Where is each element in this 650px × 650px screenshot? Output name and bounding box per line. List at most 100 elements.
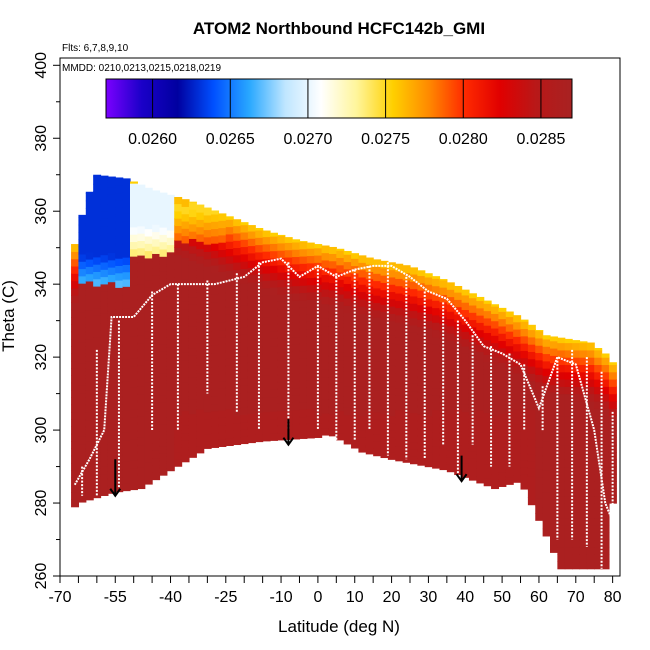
heatmap-cell bbox=[225, 335, 234, 344]
heatmap-cell bbox=[247, 391, 256, 400]
heatmap-cell bbox=[608, 362, 617, 366]
heatmap-cell bbox=[137, 393, 146, 402]
heatmap-cell bbox=[328, 282, 337, 291]
heatmap-cell bbox=[564, 349, 573, 358]
y-tick-label: 400 bbox=[33, 52, 50, 79]
heatmap-cell bbox=[188, 201, 197, 210]
heatmap-cell bbox=[498, 376, 507, 385]
heatmap-cell bbox=[100, 269, 109, 278]
heatmap-cell bbox=[144, 418, 153, 427]
heatmap-cell bbox=[557, 393, 566, 402]
heatmap-cell bbox=[218, 358, 227, 367]
heatmap-cell bbox=[181, 366, 190, 375]
heatmap-cell bbox=[203, 229, 212, 238]
heatmap-cell bbox=[491, 393, 500, 402]
heatmap-cell bbox=[520, 437, 529, 446]
heatmap-cell bbox=[380, 340, 389, 349]
heatmap-cell bbox=[262, 389, 271, 398]
heatmap-cell bbox=[284, 373, 293, 382]
heatmap-cell bbox=[137, 437, 146, 446]
heatmap-cell bbox=[365, 257, 374, 265]
heatmap-cell bbox=[557, 364, 566, 373]
heatmap-cell bbox=[586, 524, 595, 533]
heatmap-cell bbox=[572, 503, 581, 511]
heatmap-cell bbox=[152, 377, 161, 386]
heatmap-cell bbox=[579, 524, 588, 533]
heatmap-cell bbox=[144, 257, 153, 266]
heatmap-cell bbox=[196, 409, 205, 417]
heatmap-cell bbox=[225, 372, 234, 381]
heatmap-cell bbox=[107, 420, 116, 429]
heatmap-cell bbox=[579, 481, 588, 490]
heatmap-cell bbox=[225, 284, 234, 293]
heatmap-cell bbox=[255, 383, 264, 392]
heatmap-cell bbox=[240, 399, 249, 408]
heatmap-cell bbox=[579, 408, 588, 417]
heatmap-cell bbox=[328, 340, 337, 349]
heatmap-cell bbox=[107, 245, 116, 254]
heatmap-cell bbox=[402, 454, 411, 463]
x-tick-label: 50 bbox=[493, 589, 511, 606]
heatmap-cell bbox=[306, 430, 315, 439]
heatmap-cell bbox=[557, 488, 566, 497]
heatmap-cell bbox=[550, 523, 558, 532]
heatmap-cell bbox=[122, 337, 131, 346]
heatmap-cell bbox=[218, 271, 227, 280]
heatmap-cell bbox=[130, 453, 138, 461]
heatmap-cell bbox=[284, 366, 293, 375]
heatmap-cell bbox=[417, 399, 426, 408]
heatmap-cell bbox=[321, 391, 330, 400]
heatmap-cell bbox=[218, 307, 227, 316]
heatmap-cell bbox=[483, 347, 492, 355]
heatmap-cell bbox=[270, 403, 278, 412]
heatmap-cell bbox=[468, 297, 477, 306]
heatmap-cell bbox=[144, 403, 153, 412]
heatmap-cell bbox=[601, 430, 610, 438]
heatmap-cell bbox=[343, 414, 352, 423]
flights-note: Flts: 6,7,8,9,10 bbox=[62, 43, 129, 54]
heatmap-cell bbox=[137, 211, 146, 220]
heatmap-cell bbox=[270, 279, 278, 288]
heatmap-cell bbox=[137, 466, 146, 475]
heatmap-cell bbox=[211, 257, 220, 266]
heatmap-cell bbox=[270, 433, 278, 441]
heatmap-cell bbox=[299, 307, 308, 315]
heatmap-cell bbox=[527, 460, 536, 469]
heatmap-cell bbox=[328, 348, 337, 357]
heatmap-cell bbox=[542, 470, 551, 479]
heatmap-cell bbox=[373, 259, 382, 267]
heatmap-cell bbox=[564, 524, 573, 533]
heatmap-cell bbox=[130, 350, 138, 359]
heatmap-cell bbox=[343, 349, 352, 357]
heatmap-cell bbox=[454, 285, 463, 293]
heatmap-cell bbox=[144, 265, 153, 274]
heatmap-cell bbox=[439, 462, 448, 471]
heatmap-cell bbox=[225, 379, 234, 388]
heatmap-cell bbox=[130, 482, 138, 491]
heatmap-cell bbox=[130, 401, 138, 410]
heatmap-cell bbox=[188, 347, 197, 356]
heatmap-cell bbox=[122, 417, 131, 426]
heatmap-cell bbox=[454, 452, 463, 461]
heatmap-cell bbox=[306, 328, 315, 337]
heatmap-cell bbox=[85, 346, 94, 355]
heatmap-cell bbox=[535, 388, 544, 397]
heatmap-cell bbox=[476, 439, 485, 447]
heatmap-cell bbox=[130, 394, 138, 403]
heatmap-cell bbox=[115, 192, 124, 201]
heatmap-cell bbox=[557, 444, 566, 453]
heatmap-cell bbox=[188, 274, 197, 283]
heatmap-cell bbox=[130, 212, 138, 221]
heatmap-cell bbox=[78, 363, 87, 372]
heatmap-cell bbox=[196, 423, 205, 432]
heatmap-cell bbox=[130, 292, 138, 301]
heatmap-cell bbox=[144, 192, 153, 201]
heatmap-cell bbox=[203, 214, 212, 223]
heatmap-cell bbox=[100, 371, 109, 380]
heatmap-cell bbox=[166, 419, 175, 428]
heatmap-cell bbox=[137, 291, 146, 300]
heatmap-cell bbox=[491, 335, 500, 344]
heatmap-cell bbox=[107, 391, 116, 399]
heatmap-cell bbox=[527, 475, 536, 484]
heatmap-cell bbox=[520, 445, 529, 454]
